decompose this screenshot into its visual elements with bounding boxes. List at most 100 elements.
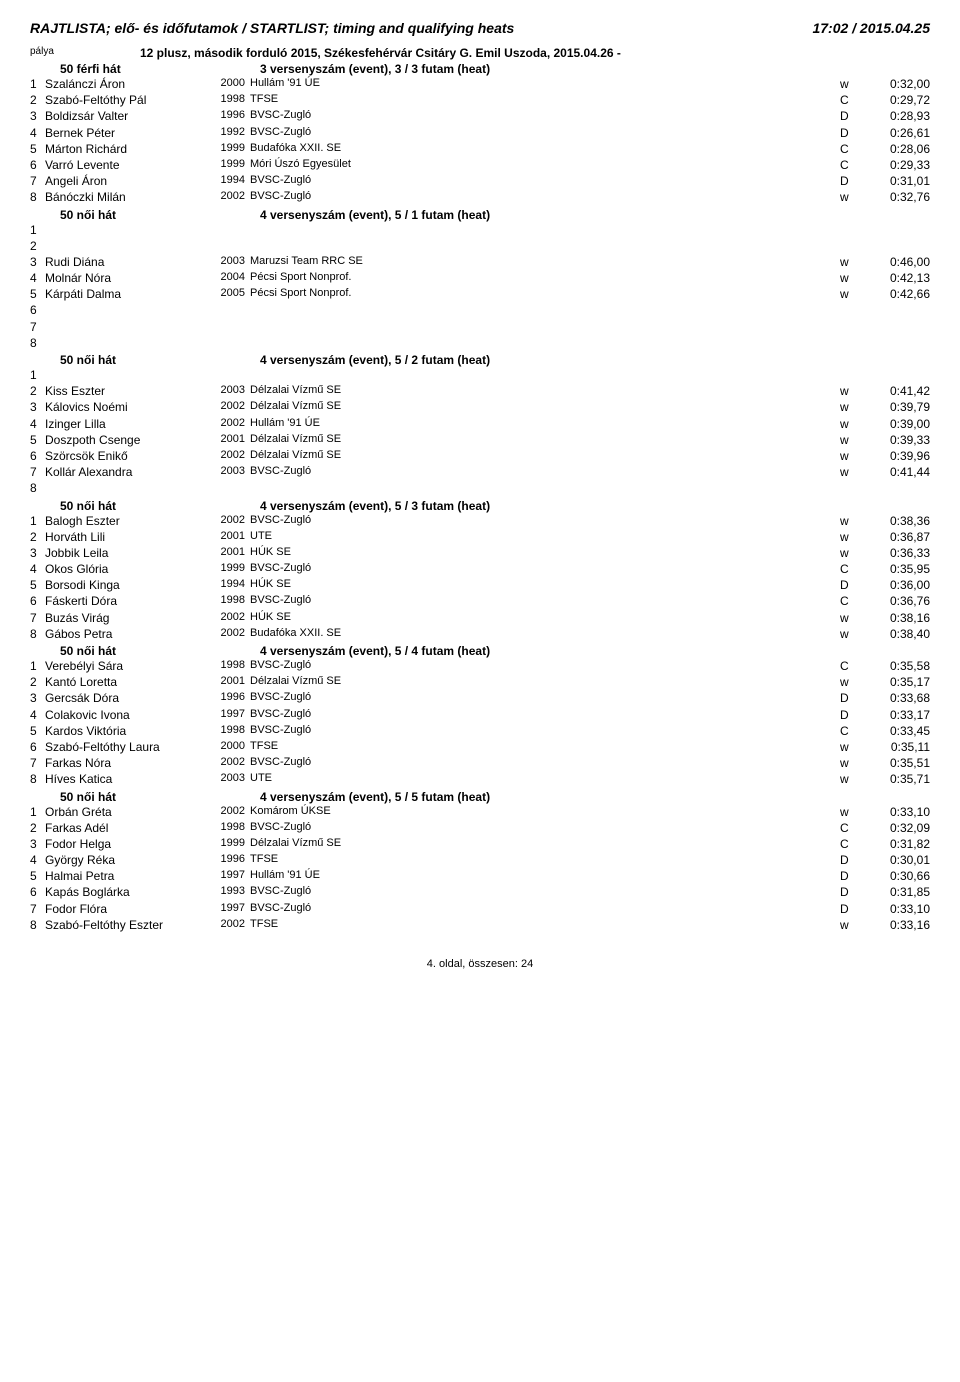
result-row: 1 [30, 222, 930, 238]
seed-time: 0:31,85 [870, 884, 930, 900]
swimmer-name: Márton Richárd [45, 141, 210, 157]
seed-time: 0:33,17 [870, 707, 930, 723]
category: D [840, 125, 870, 141]
seed-time: 0:36,33 [870, 545, 930, 561]
category: w [840, 529, 870, 545]
swimmer-name [45, 480, 210, 496]
birth-year: 2001 [210, 432, 250, 448]
result-row: 6Kapás Boglárka1993BVSC-ZuglóD0:31,85 [30, 884, 930, 900]
birth-year: 1999 [210, 836, 250, 852]
seed-time: 0:32,00 [870, 76, 930, 92]
club-name [250, 367, 840, 383]
birth-year: 1992 [210, 125, 250, 141]
seed-time: 0:35,71 [870, 771, 930, 787]
swimmer-name: Rudi Diána [45, 254, 210, 270]
sub-header: pálya 12 plusz, második forduló 2015, Sz… [30, 46, 930, 60]
club-name [250, 302, 840, 318]
category: C [840, 141, 870, 157]
birth-year: 1999 [210, 141, 250, 157]
birth-year: 2003 [210, 383, 250, 399]
seed-time [870, 335, 930, 351]
lane-number: 3 [30, 399, 45, 415]
event-desc: 4 versenyszám (event), 5 / 4 futam (heat… [260, 644, 930, 658]
seed-time: 0:42,13 [870, 270, 930, 286]
result-row: 2Kantó Loretta2001Délzalai Vízmű SEw0:35… [30, 674, 930, 690]
result-row: 6Szörcsök Enikő2002Délzalai Vízmű SEw0:3… [30, 448, 930, 464]
lane-number: 3 [30, 836, 45, 852]
result-row: 2Kiss Eszter2003Délzalai Vízmű SEw0:41,4… [30, 383, 930, 399]
result-row: 2Farkas Adél1998BVSC-ZuglóC0:32,09 [30, 820, 930, 836]
birth-year: 2002 [210, 189, 250, 205]
category: C [840, 561, 870, 577]
event-name: 50 női hát [30, 790, 260, 804]
event-header: 50 férfi hát3 versenyszám (event), 3 / 3… [30, 62, 930, 76]
event-desc: 4 versenyszám (event), 5 / 3 futam (heat… [260, 499, 930, 513]
page-footer: 4. oldal, összesen: 24 [30, 958, 930, 970]
club-name: Pécsi Sport Nonprof. [250, 286, 840, 302]
result-row: 8 [30, 480, 930, 496]
event-header: 50 női hát4 versenyszám (event), 5 / 1 f… [30, 208, 930, 222]
swimmer-name: Verebélyi Sára [45, 658, 210, 674]
seed-time: 0:33,68 [870, 690, 930, 706]
swimmer-name: Kapás Boglárka [45, 884, 210, 900]
swimmer-name: Kiss Eszter [45, 383, 210, 399]
swimmer-name: Szabó-Feltóthy Laura [45, 739, 210, 755]
seed-time: 0:39,33 [870, 432, 930, 448]
swimmer-name: Horváth Lili [45, 529, 210, 545]
category: w [840, 432, 870, 448]
seed-time [870, 480, 930, 496]
category: C [840, 820, 870, 836]
seed-time: 0:32,76 [870, 189, 930, 205]
swimmer-name: Híves Katica [45, 771, 210, 787]
seed-time: 0:38,40 [870, 626, 930, 642]
palya-label: pálya [30, 46, 60, 60]
lane-number: 6 [30, 593, 45, 609]
lane-number: 4 [30, 707, 45, 723]
swimmer-name: Kárpáti Dalma [45, 286, 210, 302]
event-desc: 3 versenyszám (event), 3 / 3 futam (heat… [260, 62, 930, 76]
category: w [840, 739, 870, 755]
lane-number: 3 [30, 545, 45, 561]
club-name [250, 238, 840, 254]
result-row: 3Kálovics Noémi2002Délzalai Vízmű SEw0:3… [30, 399, 930, 415]
lane-number: 4 [30, 561, 45, 577]
birth-year: 2001 [210, 674, 250, 690]
lane-number: 8 [30, 917, 45, 933]
category: C [840, 593, 870, 609]
birth-year [210, 302, 250, 318]
swimmer-name [45, 222, 210, 238]
result-row: 7Buzás Virág2002HÚK SEw0:38,16 [30, 610, 930, 626]
result-row: 1 [30, 367, 930, 383]
club-name: Hullám '91 ÚE [250, 76, 840, 92]
swimmer-name: Fáskerti Dóra [45, 593, 210, 609]
seed-time: 0:30,66 [870, 868, 930, 884]
seed-time [870, 222, 930, 238]
birth-year: 1996 [210, 690, 250, 706]
lane-number: 7 [30, 755, 45, 771]
category: D [840, 884, 870, 900]
lane-number: 2 [30, 238, 45, 254]
event-header: 50 női hát4 versenyszám (event), 5 / 2 f… [30, 353, 930, 367]
lane-number: 7 [30, 610, 45, 626]
club-name: BVSC-Zugló [250, 173, 840, 189]
birth-year: 2005 [210, 286, 250, 302]
lane-number: 3 [30, 690, 45, 706]
club-name: BVSC-Zugló [250, 884, 840, 900]
swimmer-name [45, 302, 210, 318]
seed-time: 0:33,10 [870, 804, 930, 820]
result-row: 5Márton Richárd1999Budafóka XXII. SEC0:2… [30, 141, 930, 157]
swimmer-name: Kálovics Noémi [45, 399, 210, 415]
result-row: 1Verebélyi Sára1998BVSC-ZuglóC0:35,58 [30, 658, 930, 674]
category: w [840, 416, 870, 432]
category: D [840, 707, 870, 723]
birth-year: 1998 [210, 92, 250, 108]
result-row: 5Kárpáti Dalma2005Pécsi Sport Nonprof.w0… [30, 286, 930, 302]
lane-number: 8 [30, 626, 45, 642]
seed-time: 0:35,95 [870, 561, 930, 577]
birth-year: 2002 [210, 626, 250, 642]
birth-year [210, 319, 250, 335]
result-row: 2Horváth Lili2001UTEw0:36,87 [30, 529, 930, 545]
birth-year: 2003 [210, 464, 250, 480]
club-name: BVSC-Zugló [250, 755, 840, 771]
club-name: BVSC-Zugló [250, 690, 840, 706]
